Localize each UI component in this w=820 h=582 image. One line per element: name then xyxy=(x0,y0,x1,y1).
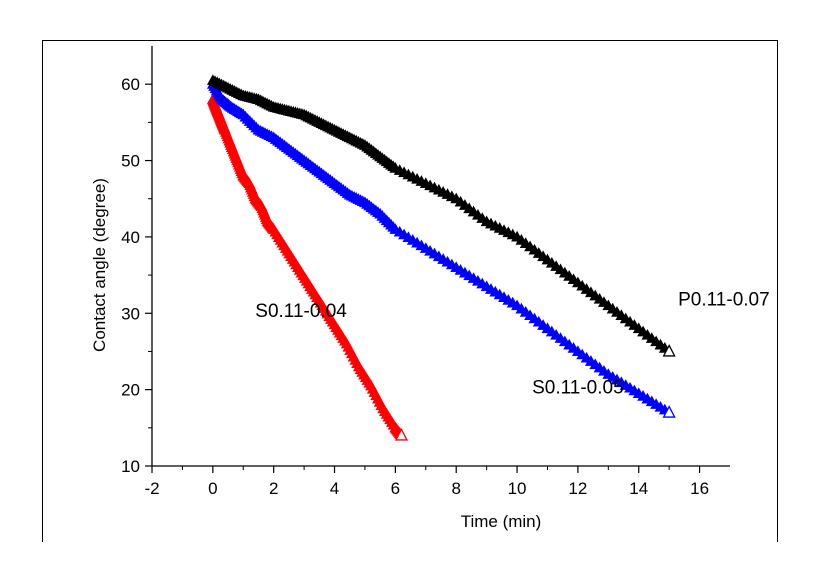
y-tick-label: 10 xyxy=(121,457,140,476)
x-tick-label: 12 xyxy=(568,479,587,498)
y-tick-label: 30 xyxy=(121,304,140,323)
series-label: S0.11-0.05 xyxy=(532,377,624,398)
data-point-P0.11-0.07 xyxy=(662,344,676,357)
frame-top-line xyxy=(42,40,778,41)
x-axis-title: Time (min) xyxy=(461,512,542,531)
axes: -2 0 2 4 6 8 10 12 14 16 10 20 30 40 50 60 xyxy=(121,46,730,498)
data-point-S0.11-0.05 xyxy=(662,405,676,418)
y-tick-label: 50 xyxy=(121,152,140,171)
series-label: P0.11-0.07 xyxy=(678,290,770,311)
x-tick-label: 10 xyxy=(508,479,527,498)
series-P0.11-0.07 xyxy=(206,74,676,357)
series-S0.11-0.05 xyxy=(206,78,676,418)
series-layer xyxy=(206,74,676,441)
labels-layer: Time (min) Contact angle (degree) S0.11-0.… xyxy=(90,178,770,531)
x-tick-label: 14 xyxy=(629,479,648,498)
y-tick-label: 40 xyxy=(121,228,140,247)
y-tick-label: 20 xyxy=(121,381,140,400)
x-tick-label: 4 xyxy=(330,479,339,498)
y-tick-label: 60 xyxy=(121,75,140,94)
y-axis-title: Contact angle (degree) xyxy=(90,178,109,352)
x-tick-label: 8 xyxy=(451,479,460,498)
series-label: S0.11-0.04 xyxy=(255,301,347,322)
frame-right-line xyxy=(777,40,778,542)
x-tick-label: 2 xyxy=(269,479,278,498)
data-point-S0.11-0.04 xyxy=(394,428,409,441)
x-tick-label: -2 xyxy=(144,479,159,498)
x-tick-label: 6 xyxy=(391,479,400,498)
series-S0.11-0.04 xyxy=(206,93,409,441)
x-tick-label: 16 xyxy=(690,479,709,498)
frame-left-line xyxy=(42,40,43,542)
x-tick-label: 0 xyxy=(208,479,217,498)
